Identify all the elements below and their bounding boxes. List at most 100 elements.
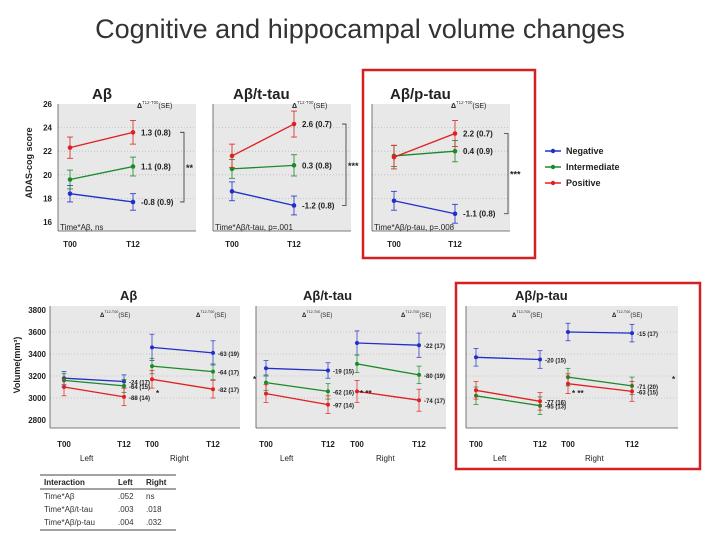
legend-marker: [550, 180, 556, 186]
data-point: [67, 191, 73, 196]
delta-value-label: -22 (17): [424, 344, 445, 350]
interaction-footnote: Time*Aβ/p-tau, p=.008: [374, 223, 455, 232]
delta-header: ΔT12-T00(SE): [100, 310, 130, 319]
delta-value-label: -97 (14): [333, 404, 354, 410]
y-tick-label: 24: [43, 124, 52, 133]
panel-title: Aβ/p-tau: [390, 86, 451, 103]
data-point: [229, 189, 235, 194]
significance-bracket: [342, 123, 347, 206]
table-cell: .052: [118, 492, 134, 501]
y-axis-label: Volume(mm³): [12, 337, 22, 394]
delta-value-label: -1.1 (0.8): [463, 210, 496, 219]
x-tick-label: T12: [321, 440, 335, 449]
legend-label: Negative: [566, 146, 604, 156]
table-header: Left: [118, 478, 133, 487]
delta-value-label: -82 (17): [218, 388, 239, 394]
significance-mark: * **: [572, 389, 584, 398]
plot-background: [50, 306, 240, 428]
data-point: [326, 402, 330, 407]
data-point: [566, 330, 570, 334]
series-line: [356, 363, 420, 376]
table-header: Interaction: [44, 478, 85, 487]
x-tick-label: T12: [533, 440, 547, 449]
series-line: [475, 395, 541, 407]
delta-header: ΔT12-T00(SE): [292, 100, 327, 110]
page-title: Cognitive and hippocampal volume changes: [95, 14, 625, 44]
significance-mark: *: [672, 375, 676, 384]
delta-value-label: -0.8 (0.9): [141, 198, 174, 207]
x-tick-label: T00: [63, 240, 77, 249]
delta-value-label: -74 (17): [424, 399, 445, 405]
group-label-left: Left: [80, 454, 94, 463]
series-line: [393, 150, 456, 157]
data-point: [355, 361, 359, 366]
data-point: [452, 148, 458, 154]
interaction-footnote: Time*Aβ, ns: [60, 223, 103, 232]
data-point: [355, 341, 359, 345]
series-line: [63, 379, 125, 387]
group-label-right: Right: [376, 454, 395, 463]
data-point: [452, 131, 458, 136]
series-line: [151, 365, 214, 373]
y-tick-label: 3800: [28, 306, 46, 315]
interaction-footnote: Time*Aβ/t-tau, p=.001: [215, 223, 293, 232]
group-label-right: Right: [170, 454, 189, 463]
data-point: [355, 389, 359, 394]
data-point: [67, 177, 73, 182]
data-point: [630, 389, 634, 394]
delta-value-label: 1.3 (0.8): [141, 128, 171, 137]
data-point: [391, 198, 397, 204]
delta-value-label: -63 (15): [637, 390, 658, 396]
delta-value-label: -1.2 (0.8): [302, 201, 335, 210]
plot-background: [213, 104, 351, 231]
delta-header: ΔT12-T00(SE): [401, 310, 431, 319]
delta-header: ΔT12-T00(SE): [612, 310, 642, 319]
y-tick-label: 18: [43, 194, 52, 203]
table-cell: Time*Aβ/t-tau: [44, 505, 93, 514]
x-tick-label: T00: [387, 240, 401, 249]
delta-value-label: -19 (15): [333, 370, 354, 376]
series-line: [63, 386, 125, 398]
highlight-box-cognitive: [361, 68, 537, 260]
y-tick-label: 20: [43, 171, 52, 180]
x-tick-label: T00: [469, 440, 483, 449]
group-label-left: Left: [493, 454, 507, 463]
significance-mark: ***: [510, 170, 521, 180]
series-line: [231, 123, 295, 157]
data-point: [417, 372, 421, 377]
delta-value-label: -88 (14): [129, 396, 150, 402]
data-point: [264, 380, 268, 385]
series-line: [151, 378, 214, 390]
data-point: [211, 369, 215, 374]
data-point: [211, 387, 215, 392]
y-tick-label: 16: [43, 218, 52, 227]
series-line: [69, 131, 134, 149]
data-point: [130, 199, 136, 205]
series-line: [393, 132, 456, 158]
legend-label: Positive: [566, 178, 601, 188]
y-tick-label: 3000: [28, 394, 46, 403]
delta-header: ΔT12-T00(SE): [302, 310, 332, 319]
x-tick-label: T12: [412, 440, 426, 449]
y-tick-label: 3200: [28, 372, 46, 381]
data-point: [130, 130, 136, 135]
delta-value-label: -63 (19): [218, 352, 239, 358]
x-tick-label: T12: [287, 240, 301, 249]
data-point: [229, 153, 235, 159]
data-point: [122, 383, 126, 388]
data-point: [630, 331, 634, 336]
data-point: [122, 394, 126, 399]
series-line: [69, 193, 134, 203]
significance-mark: ***: [348, 161, 359, 171]
y-axis-label: ADAS-cog score: [24, 127, 34, 198]
delta-value-label: -64 (15): [129, 385, 150, 391]
significance-mark: *: [156, 389, 160, 398]
series-line: [567, 376, 633, 387]
delta-value-label: 1.1 (0.8): [141, 163, 171, 172]
panel-title: Aβ/t-tau: [303, 288, 352, 303]
significance-mark: * **: [360, 389, 372, 398]
series-line: [356, 342, 420, 346]
data-point: [150, 377, 154, 382]
panel-title: Aβ: [120, 288, 137, 303]
